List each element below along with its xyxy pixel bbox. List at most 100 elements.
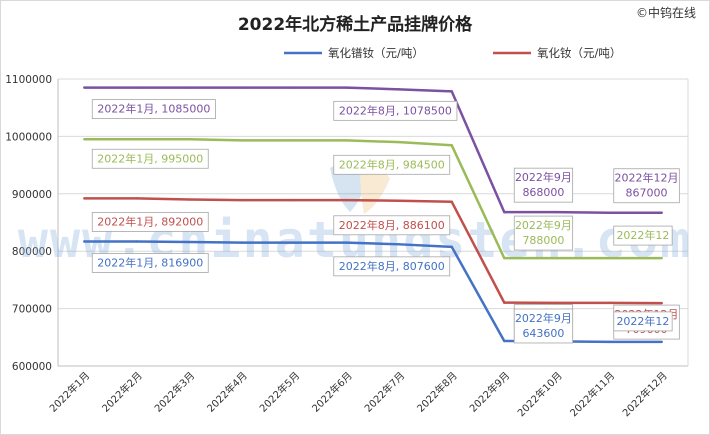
chart-title: 2022年北方稀土产品挂牌价格 <box>238 14 473 35</box>
data-label-text: 2022年12月 <box>615 171 679 185</box>
series-line-purple <box>84 86 662 214</box>
data-label-box <box>333 100 458 121</box>
data-point-purple <box>608 211 611 214</box>
data-point-green <box>293 139 296 142</box>
data-point-blue <box>398 243 401 246</box>
data-label-text: 2022年8月, 807600 <box>339 259 445 273</box>
data-point-blue <box>188 240 191 244</box>
data-point-blue <box>450 245 453 249</box>
data-point-purple <box>555 210 558 214</box>
data-point-red <box>608 301 611 305</box>
data-point-green <box>660 256 663 260</box>
data-point-green <box>135 138 138 141</box>
data-point-red <box>240 198 243 202</box>
data-label-blue-11: 2022年12 <box>613 311 673 332</box>
data-point-green <box>450 144 453 147</box>
data-point-purple <box>188 86 191 89</box>
data-label-box <box>333 215 451 236</box>
data-label-box <box>91 253 209 273</box>
data-label-box <box>613 168 680 204</box>
data-point-red <box>345 198 348 202</box>
y-tick-label: 700000 <box>12 304 52 316</box>
data-point-green <box>188 138 191 141</box>
data-label-text: 2022年1月, 995000 <box>97 151 203 165</box>
data-label-red-0: 2022年1月, 892000 <box>91 211 209 232</box>
data-label-box <box>513 308 574 344</box>
data-point-blue <box>503 339 506 343</box>
y-tick-label: 1000000 <box>5 131 52 143</box>
data-label-text: 2022年8月, 886100 <box>339 218 445 232</box>
data-label-text: 2022年9月 <box>515 218 572 232</box>
data-point-red <box>660 301 663 305</box>
legend: 氧化镨钕（元/吨） 氧化钕（元/吨） <box>284 46 621 60</box>
data-point-green <box>608 256 611 260</box>
data-point-green <box>555 256 558 260</box>
data-label-text: 2022年12 <box>616 314 669 328</box>
data-label-blue-7: 2022年8月, 807600 <box>333 256 451 277</box>
data-point-green <box>345 139 348 142</box>
data-point-blue <box>345 241 348 244</box>
data-point-red <box>135 197 138 200</box>
data-point-blue <box>83 240 86 243</box>
data-label-box <box>513 215 574 251</box>
legend-label-1: 氧化钕（元/吨） <box>537 46 621 60</box>
data-label-green-7: 2022年8月, 984500 <box>333 154 451 175</box>
data-label-text: 2022年1月, 892000 <box>97 214 203 228</box>
y-tick-label: 1100000 <box>5 74 52 86</box>
data-label-box <box>613 225 673 246</box>
data-label-box <box>513 167 574 203</box>
data-label-text: 868000 <box>522 186 564 199</box>
data-point-purple <box>240 86 243 89</box>
data-label-text: 2022年12 <box>616 228 669 242</box>
data-label-green-0: 2022年1月, 995000 <box>91 148 209 169</box>
data-point-purple <box>345 86 348 89</box>
data-label-blue-8: 2022年9月 643600 <box>513 308 574 344</box>
data-point-purple <box>398 88 401 91</box>
data-label-text: 2022年8月, 984500 <box>339 157 445 171</box>
data-point-purple <box>503 210 506 214</box>
data-point-red <box>503 301 506 304</box>
y-tick-label: 800000 <box>12 246 52 258</box>
data-label-text: 2022年8月, 1078500 <box>339 103 452 117</box>
data-point-red <box>555 301 558 305</box>
data-label-box <box>333 154 451 175</box>
series-line-red <box>84 197 662 305</box>
data-point-red <box>450 200 453 203</box>
data-label-text: 2022年1月, 1085000 <box>97 102 210 116</box>
data-point-purple <box>660 211 663 214</box>
data-label-text: 643600 <box>522 327 564 340</box>
data-label-green-8: 2022年9月 788000 <box>513 215 574 251</box>
data-label-text: 867000 <box>626 187 668 200</box>
data-label-text: 2022年9月 <box>515 170 572 184</box>
data-label-purple-0: 2022年1月, 1085000 <box>91 99 216 120</box>
y-tick-label: 900000 <box>12 189 52 201</box>
data-point-red <box>398 199 401 202</box>
data-label-box <box>91 211 209 232</box>
copyright-text: ©中钨在线 <box>636 5 696 20</box>
data-label-blue-0: 2022年1月, 816900 <box>91 253 209 273</box>
y-tick-label: 600000 <box>12 361 52 373</box>
data-labels: 2022年1月, 1085000 2022年8月, 1078500 2022年9月 8… <box>91 99 680 344</box>
data-label-red-7: 2022年8月, 886100 <box>333 215 451 236</box>
data-point-red <box>188 198 191 201</box>
data-label-purple-11: 2022年12月 867000 <box>613 168 680 204</box>
data-point-blue <box>135 240 138 243</box>
data-point-green <box>83 138 86 141</box>
data-label-box <box>613 311 673 332</box>
data-point-blue <box>660 340 663 344</box>
legend-label-0: 氧化镨钕（元/吨） <box>328 46 424 60</box>
data-point-purple <box>135 86 138 89</box>
data-label-purple-8: 2022年9月 868000 <box>513 167 574 203</box>
data-point-blue <box>293 241 296 244</box>
data-label-box <box>91 148 209 169</box>
data-point-purple <box>293 86 296 89</box>
data-label-text: 2022年1月, 816900 <box>97 255 203 269</box>
data-point-purple <box>450 90 453 93</box>
data-point-red <box>293 198 296 202</box>
data-label-green-11: 2022年12 <box>613 225 673 246</box>
data-point-green <box>398 140 401 144</box>
data-label-text: 2022年9月 <box>515 311 572 325</box>
y-axis: 600000 700000 800000 900000 1000000 1100000 <box>5 74 689 373</box>
series-line-green <box>84 138 662 260</box>
